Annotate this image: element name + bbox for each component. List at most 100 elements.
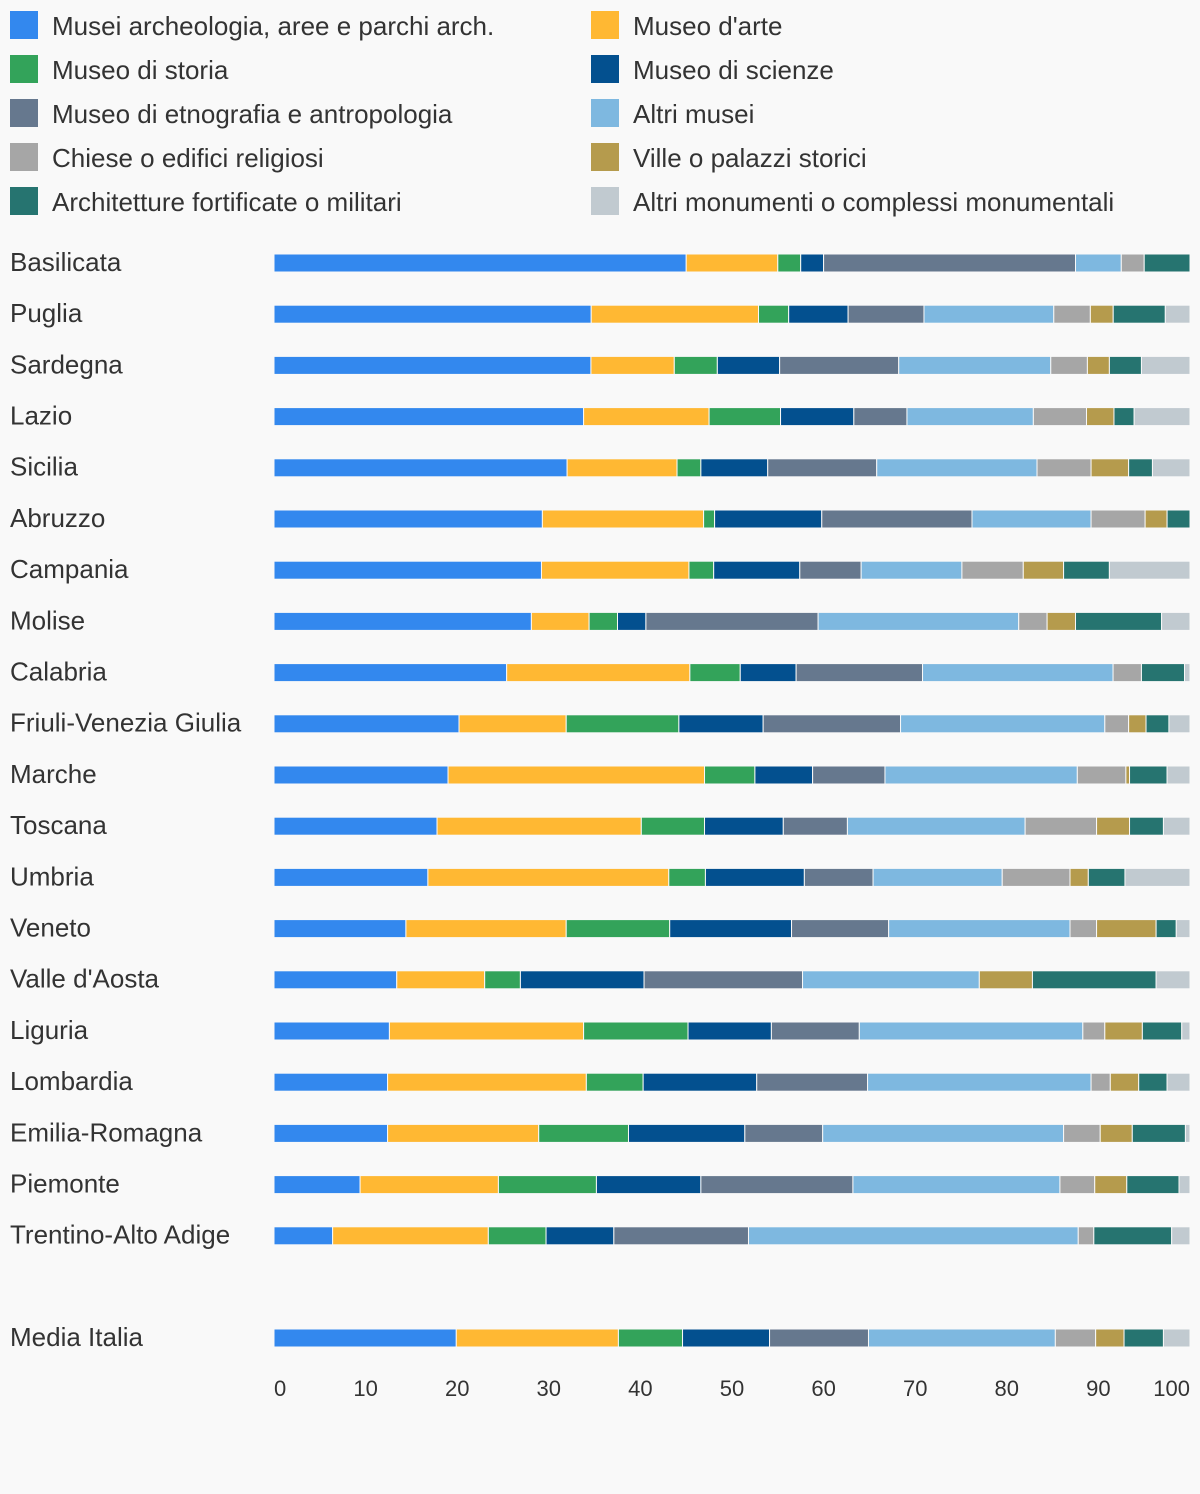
bar-segment xyxy=(1063,560,1110,580)
legend-item: Altri musei xyxy=(591,99,1191,129)
bar-segment xyxy=(687,1021,772,1041)
bar-segment xyxy=(716,355,781,375)
category-label: Campania xyxy=(10,554,129,584)
legend-item: Museo di storia xyxy=(10,55,580,85)
bar-segment xyxy=(1108,560,1191,580)
x-tick-label: 60 xyxy=(811,1376,835,1401)
bar-segment xyxy=(1129,765,1168,785)
bar-segment xyxy=(767,458,878,478)
bar-segment xyxy=(447,765,706,785)
bar-segment xyxy=(506,663,691,683)
legend-swatch xyxy=(591,99,619,127)
category-label: Friuli-Venezia Giulia xyxy=(10,708,242,738)
bar-segment xyxy=(791,919,890,939)
bar-segment xyxy=(388,1021,585,1041)
bar-segment xyxy=(853,407,908,427)
x-tick-label: 50 xyxy=(720,1376,744,1401)
bar-segment xyxy=(1090,458,1130,478)
bar-segment xyxy=(704,765,756,785)
bar-segment xyxy=(427,867,670,887)
bar-segment xyxy=(898,355,1052,375)
bar-segment xyxy=(538,1123,629,1143)
bar-segment xyxy=(668,867,706,887)
bar-segment xyxy=(497,1175,597,1195)
bar-segment xyxy=(332,1226,489,1246)
bar-segment xyxy=(530,611,590,631)
bar-segment xyxy=(872,867,1003,887)
bar-segment xyxy=(273,1328,457,1348)
bar-segment xyxy=(273,1072,389,1092)
legend-item: Ville o palazzi storici xyxy=(591,143,1191,173)
legend-swatch xyxy=(10,11,38,39)
bar-segment xyxy=(758,304,790,324)
category-label: Abruzzo xyxy=(10,503,105,533)
bar-segment xyxy=(1155,970,1191,990)
bar-segment xyxy=(1162,1328,1191,1348)
bar-segment xyxy=(590,355,675,375)
bar-segment xyxy=(1085,407,1115,427)
bar-segment xyxy=(1184,1123,1191,1143)
bar-segment xyxy=(1094,1175,1128,1195)
bar-segment xyxy=(673,355,718,375)
category-label: Sicilia xyxy=(10,452,78,482)
bar-segment xyxy=(689,663,741,683)
bar-segment xyxy=(640,816,706,836)
bar-segment xyxy=(708,407,782,427)
bar-segment xyxy=(713,560,801,580)
bar-segment xyxy=(1109,1072,1140,1092)
bar-segment xyxy=(1166,1072,1191,1092)
bar-segment xyxy=(704,816,784,836)
bar-segment xyxy=(704,867,805,887)
bar-segment xyxy=(739,663,797,683)
bar-segment xyxy=(590,304,760,324)
bar-segment xyxy=(359,1175,499,1195)
category-label: Calabria xyxy=(10,656,107,686)
bar-segment xyxy=(595,1175,702,1195)
legend-item: Museo d'arte xyxy=(591,11,1191,41)
legend-label: Musei archeologia, aree e parchi arch. xyxy=(52,11,495,41)
bar-segment xyxy=(1069,919,1098,939)
bar-segment xyxy=(273,970,398,990)
bar-segment xyxy=(583,1021,689,1041)
bar-segment xyxy=(867,1072,1092,1092)
legend-label: Altri musei xyxy=(633,99,755,129)
bar-segment xyxy=(273,1226,334,1246)
category-label: Lombardia xyxy=(10,1066,133,1096)
bar-segment xyxy=(821,509,973,529)
bar-segment xyxy=(1090,1072,1111,1092)
bar-segment xyxy=(545,1226,615,1246)
bar-segment xyxy=(645,611,819,631)
bar-segment xyxy=(1095,1328,1125,1348)
bar-segment xyxy=(273,253,687,273)
bar-segment xyxy=(1050,355,1088,375)
bar-segment xyxy=(1022,560,1065,580)
bar-segment xyxy=(1108,355,1142,375)
legend-swatch xyxy=(591,11,619,39)
bar-segment xyxy=(852,1175,1061,1195)
bar-segment xyxy=(273,458,568,478)
bar-segment xyxy=(484,970,521,990)
bar-segment xyxy=(1131,1123,1186,1143)
bar-segment xyxy=(642,1072,758,1092)
bar-segment xyxy=(1181,1021,1191,1041)
bar-segment xyxy=(1087,867,1126,887)
legend-swatch xyxy=(591,55,619,83)
legend-item: Chiese o edifici religiosi xyxy=(10,143,580,173)
category-label: Veneto xyxy=(10,912,91,942)
bar-segment xyxy=(795,663,924,683)
bar-segment xyxy=(436,816,642,836)
bar-segment xyxy=(682,1328,771,1348)
bar-segment xyxy=(1001,867,1071,887)
bar-segment xyxy=(458,714,567,734)
x-tick-label: 100 xyxy=(1153,1376,1190,1401)
bar-segment xyxy=(585,1072,644,1092)
category-label: Umbria xyxy=(10,861,94,891)
bar-segment xyxy=(1093,1226,1173,1246)
bar-segment xyxy=(643,970,804,990)
bar-segment xyxy=(1143,253,1191,273)
bar-segment xyxy=(744,1123,824,1143)
bar-segment xyxy=(1140,663,1186,683)
bar-segment xyxy=(565,714,680,734)
bar-segment xyxy=(1166,765,1191,785)
bar-segment xyxy=(273,355,592,375)
